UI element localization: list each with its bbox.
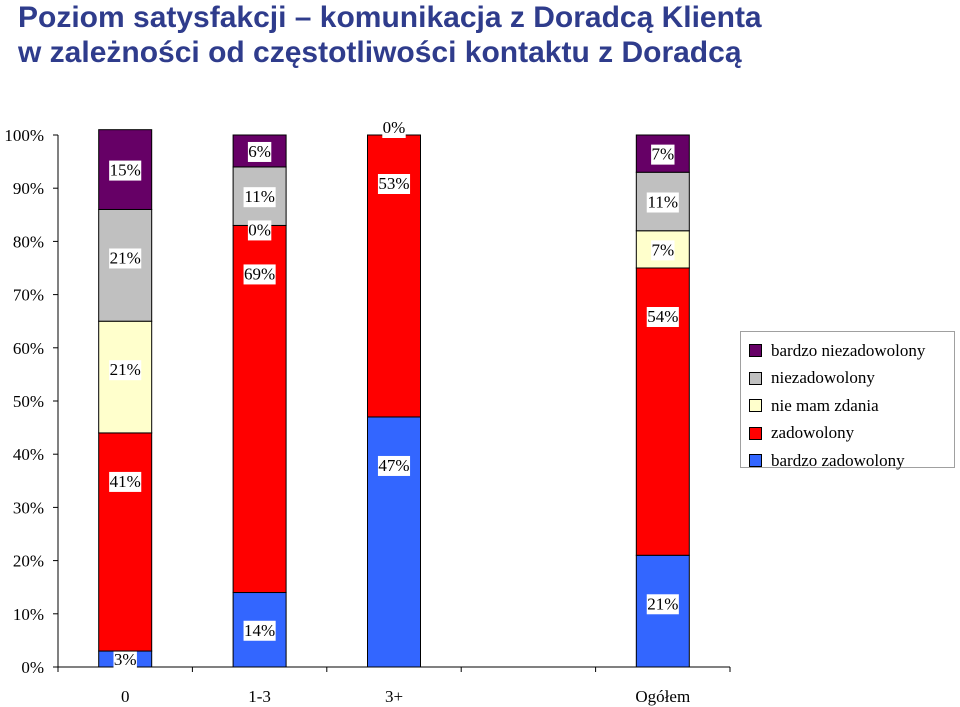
y-tick-label: 50% (13, 392, 44, 411)
data-label: 54% (647, 307, 678, 326)
bar-segment (367, 416, 421, 668)
data-label-bg (646, 594, 679, 615)
chart-title: Poziom satysfakcji – komunikacja z Dorad… (18, 0, 762, 70)
y-tick-label: 100% (4, 126, 44, 145)
data-label: 6% (248, 142, 271, 161)
bar-segment (98, 432, 153, 652)
legend-label: zadowolony (771, 423, 855, 443)
data-label: 3% (114, 650, 137, 669)
y-tick-label: 70% (13, 286, 44, 305)
data-label-bg (109, 160, 142, 181)
y-tick-label: 60% (13, 339, 44, 358)
data-label-bg (377, 455, 411, 476)
data-label: 0% (383, 118, 406, 137)
y-tick-label: 80% (13, 232, 44, 251)
chart-legend: bardzo niezadowolony niezadowolony nie mam… (740, 331, 955, 470)
legend-label: bardzo zadowolony (771, 450, 905, 470)
data-label-bg (113, 650, 137, 671)
data-label: 21% (110, 248, 141, 267)
legend-swatch (749, 399, 762, 413)
y-tick-label: 20% (13, 552, 44, 571)
legend-item: zadowolony (749, 420, 954, 448)
data-label: 47% (378, 456, 409, 475)
y-tick-label: 90% (13, 179, 44, 198)
data-label: 7% (651, 240, 674, 259)
data-label-bg (109, 360, 142, 381)
bar-segment (635, 230, 690, 269)
data-label-bg (243, 264, 276, 285)
data-label: 69% (244, 264, 275, 283)
data-label: 53% (378, 174, 409, 193)
x-tick-label: 1-3 (248, 687, 271, 706)
chart-title-line1: Poziom satysfakcji – komunikacja z Dorad… (18, 1, 762, 34)
data-label: 7% (651, 145, 674, 164)
data-label: 21% (110, 360, 141, 379)
data-label-bg (382, 118, 406, 138)
data-label: 11% (648, 193, 679, 212)
data-label: 11% (244, 187, 275, 206)
data-label: 14% (244, 621, 275, 640)
legend-item: niezadowolony (749, 365, 954, 393)
x-tick-label: 0 (121, 687, 130, 706)
data-label: 0% (248, 220, 271, 239)
y-tick-label: 0% (21, 658, 44, 677)
data-label-bg (651, 144, 675, 165)
data-label-bg (243, 187, 276, 208)
data-label-bg (109, 471, 142, 492)
data-label-bg (646, 307, 679, 327)
bar-segment (232, 224, 287, 594)
data-label: 15% (110, 161, 141, 180)
y-tick-label: 40% (13, 445, 44, 464)
chart-title-line2: w zależności od częstotliwości kontaktu … (18, 36, 742, 69)
legend-item: bardzo niezadowolony (749, 337, 954, 365)
legend-swatch (749, 371, 762, 385)
legend-item: bardzo zadowolony (749, 447, 954, 475)
data-label: 41% (110, 472, 141, 491)
y-tick-label: 10% (13, 605, 44, 624)
legend-label: niezadowolony (771, 368, 875, 388)
legend-label: nie mam zdania (771, 395, 879, 415)
x-tick-label: Ogółem (635, 687, 690, 706)
data-label-bg (377, 174, 411, 194)
data-label-bg (646, 192, 679, 213)
legend-swatch (749, 344, 762, 358)
legend-swatch (749, 454, 762, 468)
legend-label: bardzo niezadowolony (771, 340, 926, 360)
data-label-bg (651, 240, 675, 261)
x-tick-label: 3+ (385, 687, 403, 706)
data-label: 21% (647, 594, 678, 613)
data-label-bg (243, 620, 276, 641)
legend-item: nie mam zdania (749, 392, 954, 420)
data-label-bg (109, 248, 142, 269)
y-tick-label: 30% (13, 498, 44, 517)
data-label-bg (247, 220, 272, 241)
data-label-bg (247, 141, 272, 162)
legend-swatch (749, 426, 762, 440)
